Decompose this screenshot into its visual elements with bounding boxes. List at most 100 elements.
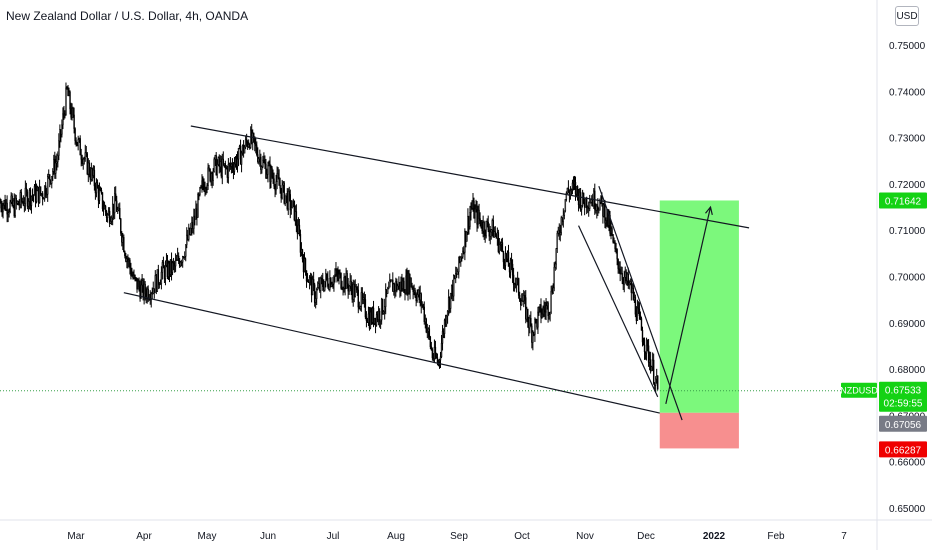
candle-body bbox=[203, 181, 204, 185]
candle-body bbox=[46, 194, 47, 195]
candle-body bbox=[397, 286, 398, 290]
candle-body bbox=[417, 295, 418, 301]
candle-body bbox=[401, 282, 402, 291]
candle-body bbox=[598, 209, 599, 210]
candle-body bbox=[181, 262, 182, 263]
candle-body bbox=[204, 184, 205, 190]
candle-body bbox=[8, 213, 9, 214]
candle-body bbox=[210, 169, 211, 181]
candle-body bbox=[15, 198, 16, 216]
candle-body bbox=[138, 281, 139, 289]
candle-body bbox=[384, 307, 385, 312]
candle-body bbox=[152, 293, 153, 294]
candle-body bbox=[489, 230, 490, 236]
candle-body bbox=[586, 198, 587, 208]
candle-body bbox=[216, 156, 217, 175]
candle-body bbox=[183, 257, 184, 258]
candle-body bbox=[414, 291, 415, 292]
candle-body bbox=[179, 261, 180, 266]
candle-body bbox=[347, 273, 348, 284]
candle-body bbox=[541, 305, 542, 318]
candle-body bbox=[131, 268, 132, 276]
candle-body bbox=[212, 174, 213, 181]
candle-body bbox=[479, 210, 480, 219]
currency-button[interactable]: USD bbox=[895, 6, 919, 26]
candle-body bbox=[455, 274, 456, 279]
candle-body bbox=[646, 340, 647, 353]
candle-body bbox=[182, 257, 183, 262]
candle-body bbox=[629, 283, 630, 284]
candle-body bbox=[123, 237, 124, 251]
x-tick-label: May bbox=[198, 531, 217, 542]
candle-body bbox=[270, 164, 271, 182]
candle-body bbox=[293, 201, 294, 202]
candle-body bbox=[175, 260, 176, 266]
candle-body bbox=[9, 212, 10, 213]
candle-body bbox=[230, 164, 231, 167]
candle-body bbox=[351, 281, 352, 288]
candle-body bbox=[129, 260, 130, 261]
candle-body bbox=[588, 207, 589, 208]
candle-body bbox=[26, 188, 27, 192]
candle-body bbox=[515, 284, 516, 285]
candle-body bbox=[12, 196, 13, 205]
candle-body bbox=[361, 293, 362, 307]
candle-body bbox=[76, 141, 77, 143]
candle-body bbox=[143, 281, 144, 298]
candle-body bbox=[636, 314, 637, 320]
candle-body bbox=[247, 142, 248, 147]
candle-body bbox=[382, 299, 383, 313]
candle-body bbox=[101, 190, 102, 192]
candle-body bbox=[443, 331, 444, 333]
candle-body bbox=[329, 278, 330, 289]
candle-body bbox=[260, 157, 261, 170]
candle-body bbox=[415, 291, 416, 297]
candle-body bbox=[368, 314, 369, 322]
candle-body bbox=[504, 262, 505, 266]
candle-body bbox=[283, 183, 284, 185]
candle-body bbox=[379, 311, 380, 322]
candle-body bbox=[377, 315, 378, 320]
candle-body bbox=[533, 332, 534, 334]
candle-body bbox=[121, 233, 122, 242]
candle-body bbox=[522, 301, 523, 302]
candle-body bbox=[109, 211, 110, 223]
candle-body bbox=[549, 315, 550, 316]
candle-body bbox=[324, 282, 325, 291]
candle-body bbox=[433, 358, 434, 359]
candle-body bbox=[343, 288, 344, 289]
candle-body bbox=[303, 259, 304, 272]
candle-body bbox=[339, 274, 340, 278]
candle-body bbox=[398, 282, 399, 286]
candle-body bbox=[647, 340, 648, 346]
target-price-label: 0.71642 bbox=[885, 196, 922, 207]
candle-body bbox=[370, 312, 371, 328]
candle-body bbox=[478, 210, 479, 224]
candle-body bbox=[408, 273, 409, 293]
candle-body bbox=[631, 282, 632, 293]
candle-body bbox=[47, 177, 48, 195]
candle-body bbox=[302, 250, 303, 259]
candle-body bbox=[547, 303, 548, 306]
candle-body bbox=[49, 175, 50, 180]
y-tick-label: 0.66000 bbox=[889, 458, 926, 469]
candle-body bbox=[155, 276, 156, 293]
candle-body bbox=[481, 220, 482, 227]
candle-body bbox=[54, 159, 55, 173]
candle-body bbox=[185, 245, 186, 256]
candle-body bbox=[484, 222, 485, 233]
candle-body bbox=[221, 162, 222, 176]
candle-body bbox=[441, 343, 442, 357]
candle-body bbox=[581, 206, 582, 210]
candle-body bbox=[464, 231, 465, 252]
candle-body bbox=[81, 155, 82, 159]
candle-body bbox=[184, 256, 185, 257]
candle-body bbox=[250, 130, 251, 147]
candle-body bbox=[508, 252, 509, 266]
candle-body bbox=[125, 256, 126, 262]
candle-body bbox=[439, 360, 440, 362]
symbol-label: NZDUSD bbox=[840, 386, 878, 396]
candle-body bbox=[286, 194, 287, 196]
